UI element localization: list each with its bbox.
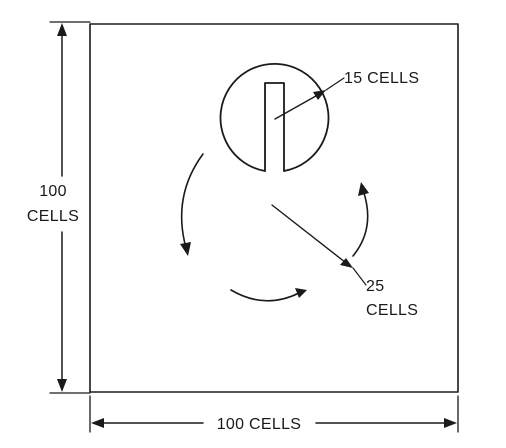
large-radius-label-unit: CELLS	[366, 302, 418, 319]
slot-outline	[264, 82, 285, 172]
height-label-value: 100	[39, 183, 67, 200]
small-radius-leader	[274, 91, 324, 120]
height-dimension: 100 CELLS	[27, 21, 91, 394]
rotation-arc-left	[180, 153, 204, 249]
large-radius-arrow-icon	[340, 258, 353, 268]
rotation-arrow-left-icon	[180, 242, 191, 256]
small-radius-label: 15 CELLS	[344, 70, 419, 87]
large-radius-label-value: 25	[366, 278, 384, 295]
grid-boundary	[89, 23, 459, 393]
width-label: 100 CELLS	[217, 416, 302, 433]
height-label-unit: CELLS	[27, 208, 79, 225]
rotation-arc-right	[352, 189, 369, 257]
small-radius-callout: 15 CELLS	[274, 70, 419, 120]
height-arrow-up-icon	[57, 23, 67, 36]
small-radius-arrow-icon	[313, 90, 326, 100]
rotation-arrows	[180, 153, 369, 302]
width-arrow-left-icon	[91, 418, 104, 428]
rotation-arrow-right-icon	[358, 182, 369, 196]
width-dimension: 100 CELLS	[89, 395, 459, 433]
initial-circle-with-slot	[219, 63, 330, 172]
height-arrow-down-icon	[57, 379, 67, 392]
rotation-arc-bottom	[230, 289, 300, 302]
width-arrow-right-icon	[444, 418, 457, 428]
rotation-arrow-bottom-icon	[295, 288, 307, 298]
large-radius-callout: 25 CELLS	[271, 204, 418, 319]
large-radius-label-leader	[352, 267, 367, 286]
large-radius-leader	[271, 204, 351, 267]
small-radius-label-leader	[325, 77, 345, 91]
circle-outline	[219, 63, 330, 172]
